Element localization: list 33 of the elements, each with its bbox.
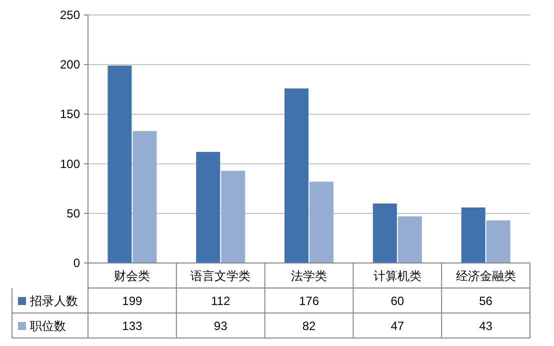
bar — [284, 88, 308, 263]
bar — [196, 152, 220, 263]
bar — [461, 207, 486, 263]
legend-label: 职位数 — [30, 319, 66, 333]
x-tick-label: 法学类 — [291, 269, 327, 283]
legend-label: 招录人数 — [29, 294, 78, 308]
data-label: 60 — [390, 294, 404, 308]
y-tick-label: 100 — [60, 156, 80, 171]
bar — [372, 203, 397, 263]
bar — [132, 131, 157, 263]
data-label: 47 — [390, 319, 404, 333]
data-label: 199 — [122, 294, 143, 308]
y-tick-label: 200 — [60, 58, 80, 72]
x-tick-label: 财会类 — [114, 269, 150, 283]
y-tick-label: 150 — [60, 107, 80, 122]
bar — [398, 216, 422, 263]
data-label: 56 — [479, 294, 493, 308]
x-tick-label: 计算机类 — [373, 269, 422, 283]
data-label: 133 — [122, 319, 143, 333]
data-label: 43 — [479, 319, 493, 333]
data-label: 176 — [298, 294, 320, 308]
bar — [108, 66, 132, 263]
y-tick-label: 50 — [66, 206, 80, 220]
x-tick-label: 语言文学类 — [190, 269, 251, 283]
x-tick-label: 经济金融类 — [456, 269, 516, 283]
bar — [221, 170, 246, 263]
bar — [310, 182, 334, 263]
data-label: 93 — [214, 319, 228, 333]
data-label: 82 — [302, 319, 316, 333]
y-tick-label: 250 — [60, 8, 80, 22]
data-label: 112 — [211, 294, 230, 308]
bar — [486, 220, 510, 263]
y-tick-label: 0 — [73, 256, 80, 270]
